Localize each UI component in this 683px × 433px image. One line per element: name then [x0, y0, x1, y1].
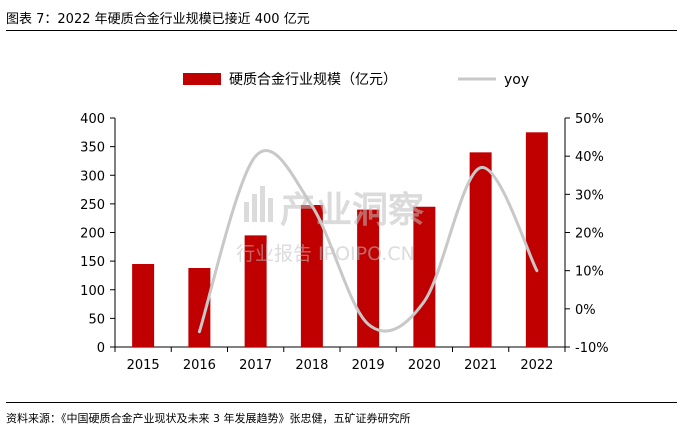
x-tick-label: 2022: [520, 358, 553, 373]
watermark-logo: [244, 186, 273, 222]
y-left-tick-label: 200: [80, 227, 105, 242]
y-right-tick-label: 50%: [575, 112, 604, 127]
x-tick-label: 2021: [464, 358, 497, 373]
x-tick-label: 2020: [408, 358, 441, 373]
watermark-brand: 产业洞察: [280, 190, 424, 231]
y-left-tick-label: 0: [97, 341, 105, 356]
title-rule: [6, 30, 677, 31]
y-right-tick-label: -10%: [575, 341, 609, 356]
y-right-tick-label: 10%: [575, 265, 604, 280]
bar: [469, 152, 492, 347]
x-tick-label: 2016: [183, 358, 216, 373]
x-tick-label: 2015: [127, 358, 160, 373]
y-left-tick-label: 250: [80, 198, 105, 213]
legend-bar-swatch: [183, 73, 221, 85]
bar: [357, 209, 380, 347]
bar: [525, 132, 548, 347]
watermark-site: 行业报告 IPOIPO.CN: [236, 243, 415, 265]
y-right-tick-label: 40%: [575, 150, 604, 165]
y-left-tick-label: 100: [80, 284, 105, 299]
y-left-tick-label: 400: [80, 112, 105, 127]
legend-bar-label: 硬质合金行业规模（亿元）: [229, 72, 397, 88]
figure-title: 图表 7：2022 年硬质合金行业规模已接近 400 亿元: [6, 12, 310, 27]
bar: [413, 206, 436, 347]
y-left-tick-label: 150: [80, 255, 105, 270]
y-left-tick-label: 350: [80, 141, 105, 156]
legend: 硬质合金行业规模（亿元） yoy: [183, 72, 529, 88]
y-right-tick-label: 20%: [575, 227, 604, 242]
watermark: 产业洞察 行业报告 IPOIPO.CN: [236, 186, 424, 265]
bar: [132, 263, 155, 347]
bar-series: [132, 132, 548, 347]
x-tick-label: 2019: [352, 358, 385, 373]
legend-line-label: yoy: [504, 72, 529, 88]
bar: [244, 235, 267, 347]
x-tick-label: 2018: [295, 358, 328, 373]
bar: [300, 205, 323, 347]
source-note: 资料来源：《中国硬质合金产业现状及未来 3 年发展趋势》张忠健，五矿证券研究所: [6, 412, 411, 425]
yoy-series: [197, 149, 539, 334]
x-tick-label: 2017: [239, 358, 272, 373]
y-right-tick-label: 30%: [575, 188, 604, 203]
source-rule: [6, 402, 677, 403]
bar: [188, 267, 211, 347]
y-right-tick-label: 0%: [575, 303, 596, 318]
y-left-tick-label: 50: [88, 312, 105, 327]
y-left-tick-label: 300: [80, 169, 105, 184]
